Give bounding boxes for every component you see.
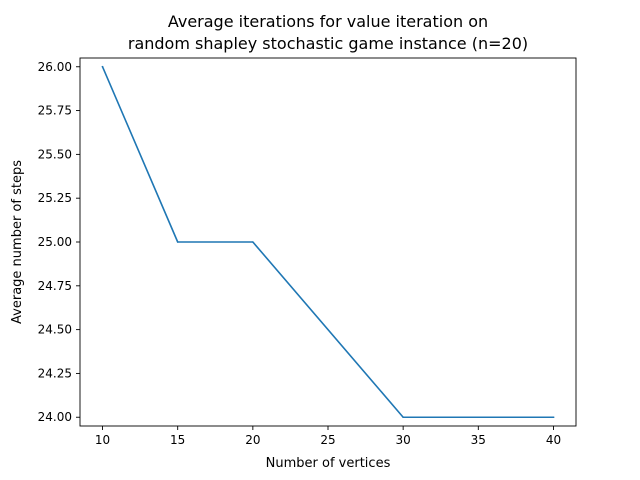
y-tick-label: 25.50 — [38, 147, 72, 161]
y-axis-label: Average number of steps — [10, 160, 25, 324]
y-tick-label: 24.25 — [38, 366, 72, 380]
y-tick-label: 26.00 — [38, 60, 72, 74]
y-tick-label: 25.00 — [38, 235, 72, 249]
y-tick-label: 24.75 — [38, 279, 72, 293]
y-tick-label: 24.00 — [38, 410, 72, 424]
y-tick-label: 25.75 — [38, 104, 72, 118]
plot-area-frame — [79, 57, 577, 427]
x-axis-label: Number of vertices — [266, 456, 391, 471]
series-layer — [101, 65, 555, 419]
data-point — [101, 65, 104, 68]
y-axis: 24.00 24.25 24.50 24.75 25.00 25.25 25.50 25.75… — [38, 60, 80, 424]
y-tick-label: 24.50 — [38, 323, 72, 337]
data-point — [252, 241, 254, 243]
x-axis: 10 15 20 25 30 35 40 — [95, 426, 561, 447]
x-tick-label: 10 — [95, 433, 110, 447]
chart-title-line: random shapley stochastic game instance … — [128, 34, 528, 53]
x-tick-label: 25 — [320, 433, 335, 447]
x-tick-label: 40 — [546, 433, 561, 447]
x-tick-label: 30 — [396, 433, 411, 447]
chart-title-line: Average iterations for value iteration o… — [168, 12, 488, 31]
data-point — [402, 416, 404, 419]
chart-title: Average iterations for value iteration o… — [128, 12, 528, 53]
x-tick-label: 35 — [471, 433, 486, 447]
x-tick-label: 15 — [170, 433, 185, 447]
y-tick-label: 25.25 — [38, 191, 72, 205]
data-point — [176, 241, 179, 243]
data-point — [552, 416, 555, 419]
x-tick-label: 20 — [245, 433, 260, 447]
